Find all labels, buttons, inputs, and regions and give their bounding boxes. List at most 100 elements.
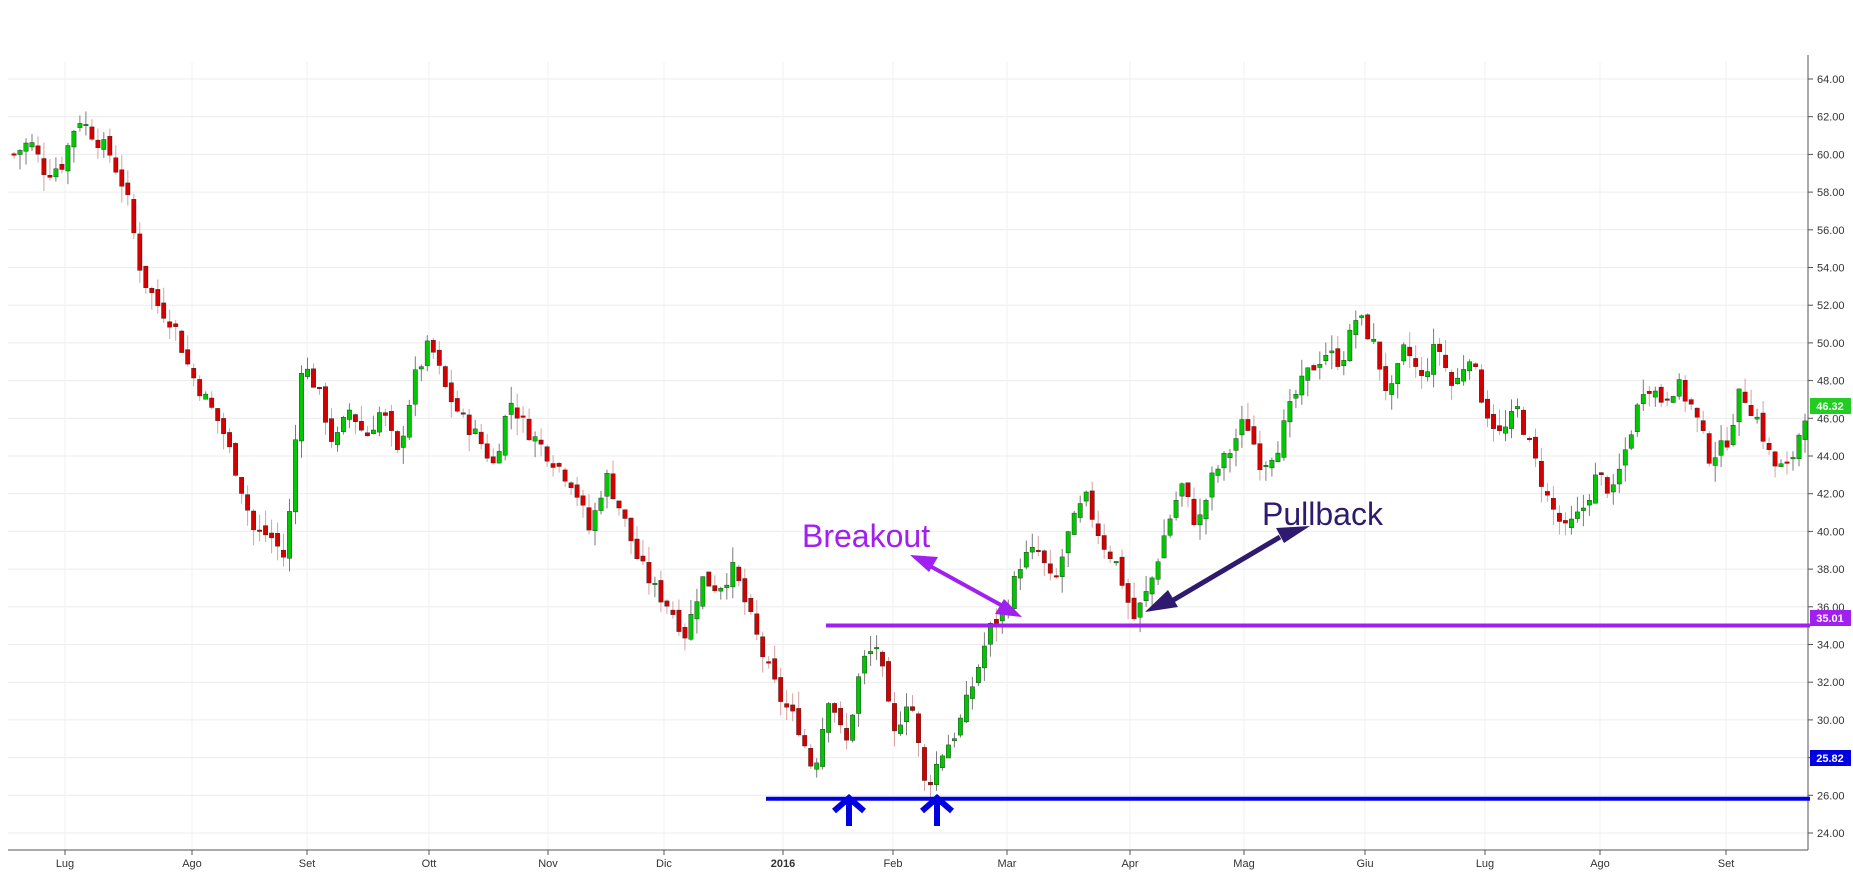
candle-body [197, 379, 203, 397]
candle-body [1580, 507, 1586, 511]
candle-body [820, 729, 826, 767]
candle-body [395, 431, 400, 450]
candle-body [934, 764, 939, 786]
candle-body [269, 532, 274, 539]
candle-body [964, 694, 969, 723]
candle-body [1802, 420, 1808, 440]
candle-body [718, 588, 724, 592]
candle-body [856, 676, 862, 714]
candle-body [508, 402, 514, 415]
candle-body [149, 288, 155, 294]
candle-body [257, 529, 262, 532]
x-tick-label: Ago [1590, 858, 1610, 870]
candle-body [173, 323, 179, 327]
breakout-annotation: Breakout [802, 518, 930, 554]
candle-body [988, 623, 993, 645]
candle-body [389, 411, 394, 431]
candle-body [442, 366, 448, 387]
candle-body [161, 302, 167, 319]
candle-body [892, 703, 897, 732]
candle-body [1449, 372, 1455, 386]
candle-body [89, 126, 95, 140]
candle-body [1634, 404, 1640, 432]
breakout-level-tag: 35.01 [1816, 613, 1844, 625]
candle-body [604, 473, 610, 497]
candle-body [472, 428, 478, 434]
candle-body [1568, 518, 1574, 528]
y-tick-label: 58.00 [1817, 187, 1845, 199]
candle-body [323, 386, 328, 423]
candle-body [838, 708, 844, 726]
candle-body [23, 142, 29, 152]
candle-body [796, 708, 802, 736]
candle-body [353, 414, 358, 422]
candle-body [1011, 576, 1017, 610]
chart-grid [8, 62, 1808, 850]
candle-body [137, 233, 143, 271]
candle-body [293, 439, 298, 513]
candle-body [1736, 388, 1742, 423]
candle-body [712, 585, 718, 592]
candle-body [1029, 547, 1035, 553]
candle-body [634, 538, 640, 559]
chart-axes: 24.0026.0028.0030.0032.0034.0036.0038.00… [8, 55, 1845, 870]
candle-body [502, 416, 508, 456]
y-tick-label: 56.00 [1817, 225, 1845, 237]
x-tick-label: Apr [1121, 858, 1138, 870]
candle-body [568, 482, 574, 488]
candle-body [1688, 399, 1694, 405]
candle-body [1748, 405, 1754, 416]
candle-body [1053, 575, 1059, 578]
candle-body [544, 446, 550, 462]
candle-body [377, 412, 382, 433]
candle-body [412, 369, 418, 405]
candle-body [1131, 597, 1137, 620]
candle-body [772, 658, 778, 680]
candle-body [580, 495, 586, 506]
candle-body [1383, 366, 1389, 391]
candle-body [287, 511, 292, 559]
candle-body [1712, 457, 1718, 466]
candle-body [335, 432, 340, 445]
candle-body [1257, 443, 1263, 470]
candle-body [1239, 419, 1245, 436]
candle-body [1359, 315, 1365, 318]
breakout-level-tag-bg [1810, 610, 1851, 626]
candle-body [1371, 339, 1377, 342]
candle-body [1185, 482, 1191, 497]
candle-body [700, 576, 706, 607]
candle-body [1509, 411, 1514, 429]
candle-body [874, 647, 880, 650]
support-level-tag-bg [1810, 750, 1851, 766]
candle-body [652, 583, 658, 585]
x-tick-label: Ott [422, 858, 437, 870]
candle-body [317, 387, 322, 389]
candle-body [65, 145, 71, 172]
candle-body [682, 627, 688, 639]
candle-body [131, 199, 137, 234]
candle-body [664, 600, 670, 607]
candle-body [1389, 383, 1395, 395]
candle-body [221, 418, 226, 434]
candle-body [1191, 498, 1197, 526]
candle-body [1754, 416, 1760, 420]
breakout-arrow-shaft [929, 564, 1011, 612]
candle-body [1455, 377, 1461, 384]
candle-body [1521, 409, 1526, 435]
candle-body [952, 738, 957, 741]
candle-body [724, 584, 730, 588]
candle-body [1533, 436, 1538, 459]
breakout-arrow-head-left [910, 555, 938, 572]
candle-body [514, 407, 520, 419]
candle-body [1113, 561, 1119, 564]
candle-body [1221, 453, 1227, 469]
candle-body [586, 507, 592, 531]
candle-body [826, 703, 832, 733]
y-tick-label: 30.00 [1817, 715, 1845, 727]
double-bottom-up-arrow [832, 794, 866, 814]
candle-body [448, 382, 454, 403]
candle-body [1143, 591, 1149, 602]
candle-body [538, 439, 544, 445]
candle-body [155, 289, 161, 306]
